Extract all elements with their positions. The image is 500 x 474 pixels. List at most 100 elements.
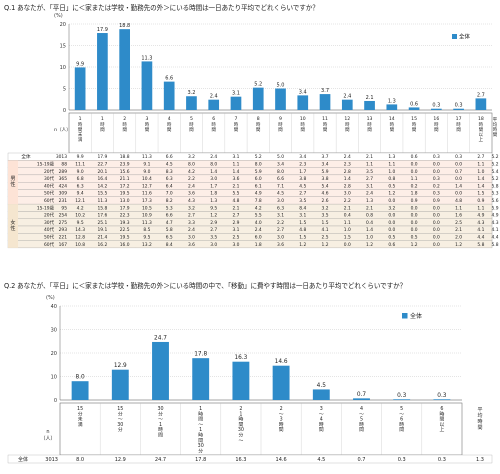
q1-row-value: 19.3 bbox=[120, 220, 130, 226]
q2-col-caption: 4 bbox=[360, 406, 363, 412]
q1-row-n: 309 bbox=[59, 191, 68, 197]
q1-row-value: 1.4 bbox=[477, 176, 484, 182]
q1-col-number: 1 bbox=[101, 116, 104, 122]
q2-col-caption: 時 bbox=[198, 411, 203, 417]
q1-row-value: 9.5 bbox=[210, 205, 217, 211]
q1-col-caption: 満 bbox=[78, 136, 83, 143]
q1-col-caption: 時 bbox=[234, 122, 239, 128]
q2-data-label: 0.3 bbox=[397, 393, 407, 399]
q1-col-number: 12 bbox=[344, 116, 350, 122]
q1-col-number: 1 bbox=[79, 116, 82, 122]
q1-row-value: 2.5 bbox=[232, 235, 239, 241]
q2-col-caption: 時 bbox=[399, 422, 404, 428]
q1-row-value: 2.5 bbox=[322, 235, 329, 241]
q1-data-label: 3.4 bbox=[299, 89, 307, 95]
q1-data-label: 0.3 bbox=[455, 103, 463, 109]
q2-bar bbox=[433, 399, 451, 400]
q1-row-value: 3.8 bbox=[299, 176, 306, 182]
q1-col-caption: 間 bbox=[434, 127, 439, 133]
q1-row-value: 2.8 bbox=[344, 169, 351, 175]
q2-col-caption: 〜 bbox=[198, 423, 203, 428]
q1-row-value: 0.0 bbox=[411, 220, 418, 226]
q1-row-value: 5.8 bbox=[166, 227, 173, 233]
q2-col-caption: 時 bbox=[439, 411, 444, 417]
q1-row-value: 3.6 bbox=[188, 191, 195, 197]
q1-row-n: 254 bbox=[59, 213, 68, 219]
q1-row-value: 4.2 bbox=[188, 169, 195, 175]
q1-row-value: 1.1 bbox=[366, 162, 373, 168]
q1-row-value: 20.1 bbox=[98, 169, 108, 175]
q1-row-value: 0.0 bbox=[388, 213, 395, 219]
q1-row-value: 22.7 bbox=[98, 162, 108, 168]
q1-row-value: 1.4 bbox=[344, 176, 351, 182]
q1-row-value: 2.1 bbox=[366, 154, 373, 160]
q1-row-value: 1.8 bbox=[411, 191, 418, 197]
q1-row-value: 3.8 bbox=[322, 176, 329, 182]
q1-group-male-band bbox=[8, 160, 18, 205]
q1-row-value: 12.8 bbox=[75, 235, 85, 241]
q1-row-n: 289 bbox=[59, 169, 68, 175]
q1-row-value: 0.0 bbox=[388, 220, 395, 226]
q1-col-caption: 間 bbox=[412, 127, 417, 133]
q1-col-caption: 未 bbox=[78, 131, 83, 138]
q1-row-value: 9.0 bbox=[77, 169, 84, 175]
q1-row-value: 9.1 bbox=[143, 162, 150, 168]
q1-row-avg: 4.9 bbox=[492, 213, 499, 219]
q1-row-value: 3.1 bbox=[366, 183, 373, 189]
q1-row-value: 2.8 bbox=[344, 183, 351, 189]
q1-col-caption: 時 bbox=[367, 122, 372, 128]
q1-row-value: 1.1 bbox=[388, 162, 395, 168]
q1-row-label: 15-19歳 bbox=[37, 161, 55, 168]
q1-row-label: 15-19歳 bbox=[37, 204, 55, 211]
q2-col-caption: 5 bbox=[360, 417, 363, 423]
q1-row-value: 14.3 bbox=[75, 227, 85, 233]
q1-row-value: 1.2 bbox=[210, 213, 217, 219]
q1-row-value: 18.8 bbox=[120, 154, 130, 160]
q1-row-value: 6.0 bbox=[255, 235, 262, 241]
q1-row-value: 1.5 bbox=[299, 220, 306, 226]
q1-bar bbox=[275, 88, 286, 110]
q1-ylabel: (%) bbox=[54, 13, 63, 19]
q1-bar bbox=[297, 95, 309, 110]
q1-row-value: 3.1 bbox=[299, 213, 306, 219]
q2-bar bbox=[353, 398, 370, 400]
q1-col-caption: 時 bbox=[479, 122, 484, 128]
q1-col-number: 3 bbox=[145, 116, 148, 122]
q1-row-value: 1.2 bbox=[299, 242, 306, 248]
q2-col-caption: 分 bbox=[118, 426, 123, 433]
q1-row-value: 21.1 bbox=[120, 176, 130, 182]
q1-row-value: 0.5 bbox=[388, 235, 395, 241]
q2-col-caption: 30 bbox=[238, 427, 244, 433]
q1-row-value: 1.0 bbox=[344, 227, 351, 233]
q1-row-value: 16.4 bbox=[98, 176, 108, 182]
q2-col-caption: 〜 bbox=[118, 418, 123, 423]
q1-col-caption: 間 bbox=[345, 127, 350, 133]
q1-data-label: 3.7 bbox=[321, 88, 329, 94]
q2-col-caption: 3 bbox=[320, 406, 323, 412]
q1-row-value: 6.3 bbox=[166, 176, 173, 182]
q1-avg-header: 時 bbox=[493, 127, 498, 133]
q1-col-caption: 時 bbox=[278, 122, 283, 128]
q1-row-value: 3.0 bbox=[277, 235, 284, 241]
q1-row-value: 4.5 bbox=[166, 162, 173, 168]
q1-row-value: 1.4 bbox=[455, 183, 462, 189]
q2-col-caption: 時 bbox=[359, 422, 364, 428]
q1-row-value: 0.8 bbox=[366, 213, 373, 219]
q1-col-caption: 時 bbox=[100, 122, 105, 128]
q1-row-value: 5.0 bbox=[277, 154, 284, 160]
q1-row-value: 5.5 bbox=[232, 191, 239, 197]
q1-row-value: 2.7 bbox=[299, 191, 306, 197]
q1-row-value: 1.6 bbox=[455, 213, 462, 219]
q2-avg-header: 時 bbox=[477, 419, 482, 425]
q1-row-value: 2.1 bbox=[455, 227, 462, 233]
q1-col-caption: 間 bbox=[456, 127, 461, 133]
q1-row-n: 167 bbox=[59, 242, 68, 248]
q1-row-value: 0.9 bbox=[411, 198, 418, 204]
q1-col-number: 5 bbox=[190, 116, 193, 122]
q2-col-caption: 1 bbox=[199, 427, 202, 433]
q1-row-value: 1.5 bbox=[299, 235, 306, 241]
q2-ytick: 30 bbox=[51, 327, 57, 333]
q1-row-value: 3.0 bbox=[210, 242, 217, 248]
q2-row-n: 3013 bbox=[45, 457, 58, 463]
q1-row-value: 5.9 bbox=[322, 169, 329, 175]
